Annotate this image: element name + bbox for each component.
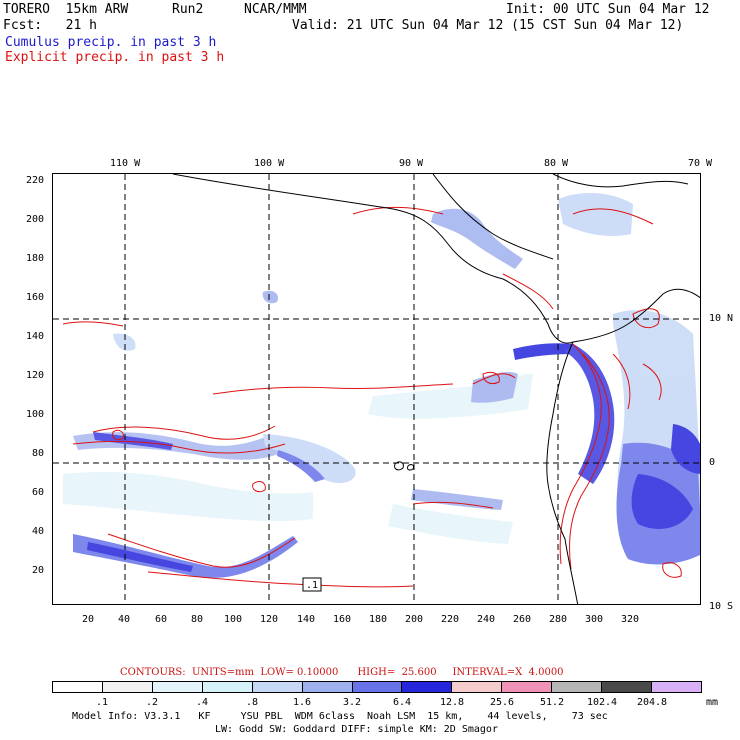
lon-label: 70 W	[688, 158, 713, 169]
scale-swatch	[53, 682, 103, 692]
scale-swatch	[402, 682, 453, 692]
y-tick: 220	[26, 175, 45, 186]
y-tick: 140	[26, 331, 45, 342]
x-tick: 220	[441, 614, 460, 625]
scale-swatch	[302, 682, 353, 692]
scale-swatch	[502, 682, 553, 692]
precip-map: .1	[52, 173, 701, 605]
x-tick: 100	[224, 614, 243, 625]
y-tick: 200	[26, 214, 45, 225]
scale-label: .4	[195, 697, 209, 708]
scale-label: 3.2	[342, 697, 362, 708]
explicit-legend: Explicit precip. in past 3 h	[5, 50, 225, 65]
y-tick: 80	[32, 448, 45, 459]
x-tick: 80	[191, 614, 204, 625]
y-tick: 40	[32, 526, 45, 537]
y-tick: 180	[26, 253, 45, 264]
scale-label: 1.6	[292, 697, 312, 708]
cumulus-legend: Cumulus precip. in past 3 h	[5, 35, 217, 50]
y-tick: 120	[26, 370, 45, 381]
map-graphics: .1	[53, 174, 700, 604]
scale-swatch	[252, 682, 303, 692]
scale-swatch	[152, 682, 203, 692]
scale-swatch	[602, 682, 653, 692]
marker-box	[302, 577, 322, 592]
y-tick: 160	[26, 292, 45, 303]
lat-lon-grid	[53, 174, 700, 604]
scale-swatch	[352, 682, 403, 692]
y-tick: 100	[26, 409, 45, 420]
scale-label: .2	[145, 697, 159, 708]
scale-label: 204.8	[636, 697, 668, 708]
y-tick: 60	[32, 487, 45, 498]
lon-label: 110 W	[110, 158, 141, 169]
x-tick: 260	[513, 614, 532, 625]
init-time: Init: 00 UTC Sun 04 Mar 12	[506, 2, 710, 17]
x-tick: 140	[297, 614, 316, 625]
scale-swatch	[202, 682, 253, 692]
x-tick: 280	[549, 614, 568, 625]
scale-unit: mm	[705, 697, 719, 708]
x-tick: 200	[405, 614, 424, 625]
cumulus-precip-layer	[63, 192, 700, 578]
scale-label: 6.4	[392, 697, 412, 708]
lat-label: 0	[709, 457, 716, 468]
explicit-precip-layer	[62, 206, 682, 588]
x-tick: 240	[477, 614, 496, 625]
scale-swatch	[452, 682, 503, 692]
x-tick: 60	[155, 614, 168, 625]
lat-label: 10 N	[709, 313, 734, 324]
lat-label: 10 S	[709, 601, 734, 612]
center-label: NCAR/MMM	[244, 2, 307, 17]
contour-info: CONTOURS: UNITS=mm LOW= 0.10000 HIGH= 25…	[120, 667, 564, 678]
lon-label: 100 W	[254, 158, 285, 169]
model-info: Model Info: V3.3.1 KF YSU PBL WDM 6class…	[72, 711, 608, 722]
x-tick: 300	[585, 614, 604, 625]
run-label: Run2	[172, 2, 204, 17]
lon-label: 80 W	[544, 158, 569, 169]
color-scale-bar	[52, 681, 702, 693]
valid-time: Valid: 21 UTC Sun 04 Mar 12 (15 CST Sun …	[292, 18, 684, 33]
scale-swatch	[102, 682, 153, 692]
x-tick: 160	[333, 614, 352, 625]
x-tick: 120	[260, 614, 279, 625]
model-physics: LW: Godd SW: Goddard DIFF: simple KM: 2D…	[215, 724, 498, 735]
scale-label: .1	[95, 697, 109, 708]
scale-swatch	[552, 682, 603, 692]
lon-label: 90 W	[399, 158, 424, 169]
scale-label: 102.4	[586, 697, 618, 708]
x-tick: 40	[118, 614, 131, 625]
scale-swatch	[652, 682, 701, 692]
scale-label: 51.2	[539, 697, 565, 708]
scale-label: 25.6	[489, 697, 515, 708]
x-tick: 180	[369, 614, 388, 625]
x-tick: 20	[82, 614, 95, 625]
y-tick: 20	[32, 565, 45, 576]
x-tick: 320	[621, 614, 640, 625]
forecast-hour: Fcst: 21 h	[3, 18, 97, 33]
scale-label: 12.8	[439, 697, 465, 708]
scale-label: .8	[245, 697, 259, 708]
model-title: TORERO 15km ARW	[3, 2, 129, 17]
marker-label: .1	[306, 580, 318, 591]
